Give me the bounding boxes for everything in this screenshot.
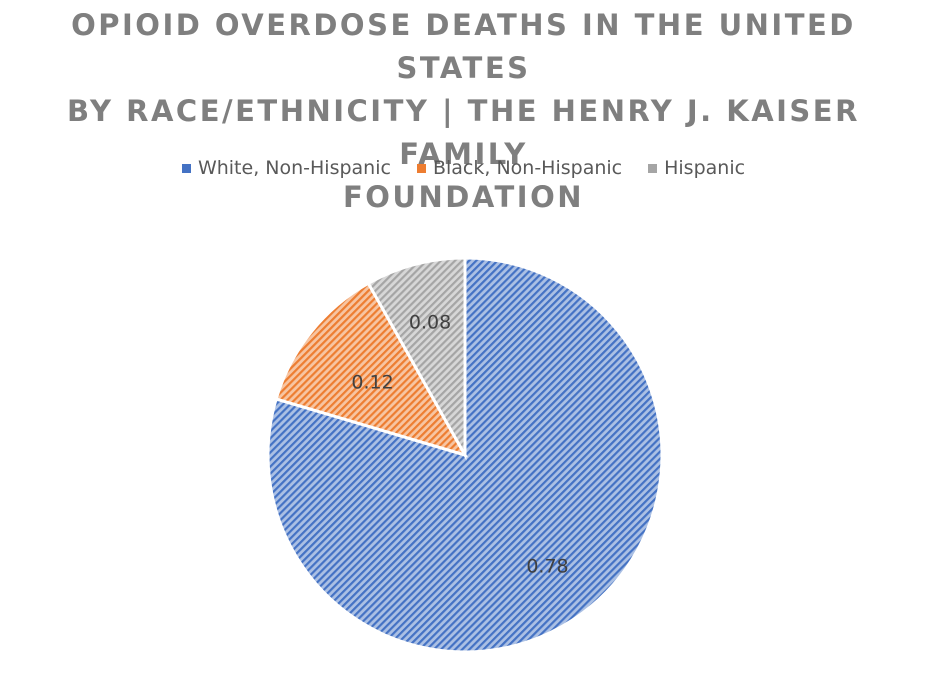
legend-label-white-non-hispanic: White, Non-Hispanic <box>197 157 391 179</box>
legend-item-white-non-hispanic: White, Non-Hispanic <box>181 157 391 179</box>
data-label-black-non-hispanic: 0.12 <box>351 371 393 393</box>
legend-swatch-hispanic <box>648 163 658 173</box>
data-label-hispanic: 0.08 <box>409 312 451 334</box>
legend-label-hispanic: Hispanic <box>664 157 746 179</box>
pie-slice-black-non-hispanic <box>274 281 469 458</box>
legend-item-hispanic: Hispanic <box>648 157 745 179</box>
legend-item-black-non-hispanic: Black, Non-Hispanic <box>416 157 623 179</box>
data-label-white-non-hispanic: 0.78 <box>526 556 568 578</box>
chart-title-line-3: FOUNDATION <box>342 180 585 214</box>
chart-title: OPIOID OVERDOSE DEATHS IN THE UNITED STA… <box>0 4 927 219</box>
legend-label-black-non-hispanic: Black, Non-Hispanic <box>432 157 623 179</box>
legend-swatch-black-non-hispanic <box>416 163 426 173</box>
pie-slice-white-non-hispanic <box>266 256 664 654</box>
legend-swatch-white-non-hispanic <box>181 163 191 173</box>
chart-legend: White, Non-Hispanic Black, Non-Hispanic … <box>0 157 927 179</box>
chart-title-line-1: OPIOID OVERDOSE DEATHS IN THE UNITED STA… <box>71 8 856 85</box>
pie-slice-hispanic <box>366 256 467 461</box>
